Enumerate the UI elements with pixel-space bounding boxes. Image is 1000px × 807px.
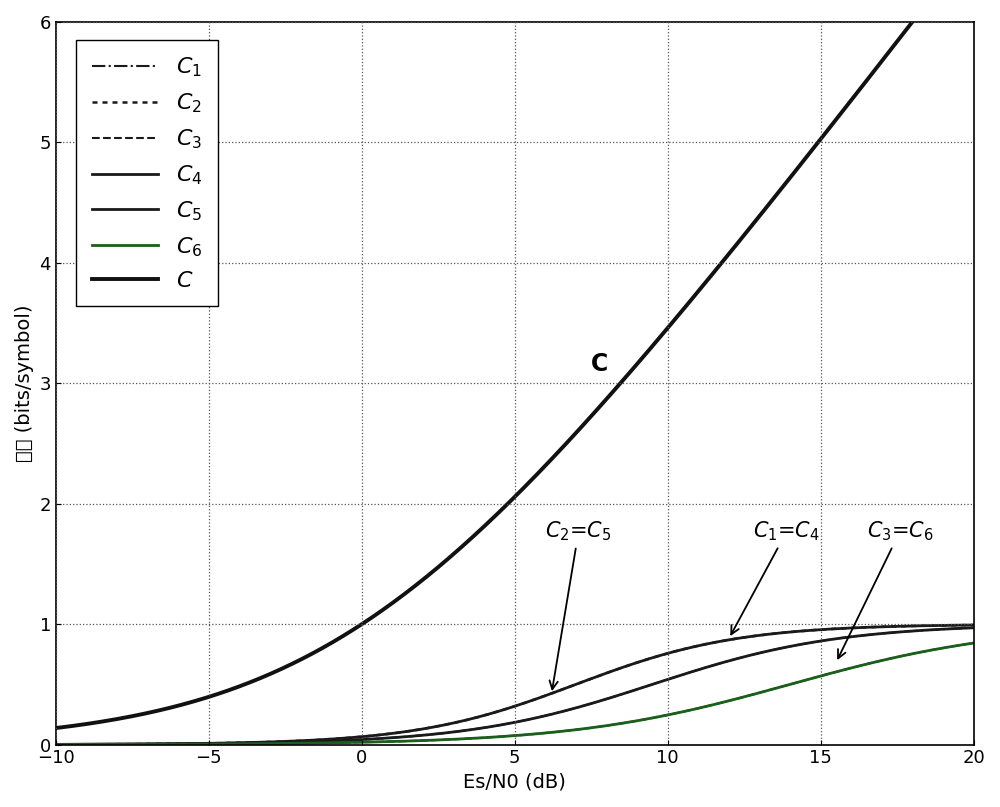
$C_6$ <box>968 638 980 648</box>
$C_3$ <box>782 680 794 690</box>
$C_5$ <box>50 739 62 749</box>
$C_1$ <box>968 623 980 633</box>
$C_5$ <box>968 620 980 629</box>
$C_6$ <box>421 735 433 745</box>
$C_5$ <box>766 629 778 639</box>
$C_2$ <box>144 739 156 749</box>
$C$ <box>421 571 433 581</box>
$C_6$ <box>50 739 62 749</box>
Line: $C_1$: $C_1$ <box>56 628 974 744</box>
$C_3$ <box>680 706 692 716</box>
$C_2$ <box>782 627 794 637</box>
$C_1$ <box>144 739 156 749</box>
X-axis label: Es/N0 (dB): Es/N0 (dB) <box>463 773 566 792</box>
$C_4$ <box>50 739 62 749</box>
$C_2$ <box>680 644 692 654</box>
$C_1$ <box>782 642 794 651</box>
$C_3$ <box>50 739 62 749</box>
$C_1$ <box>50 739 62 749</box>
$C_5$ <box>454 717 466 726</box>
$C$ <box>454 543 466 553</box>
$C_2$ <box>968 620 980 629</box>
$C_4$ <box>968 623 980 633</box>
$C_6$ <box>680 706 692 716</box>
$C_4$ <box>454 726 466 736</box>
$C$ <box>50 723 62 733</box>
Line: $C_4$: $C_4$ <box>56 628 974 744</box>
$C_6$ <box>782 680 794 690</box>
$C_1$ <box>454 726 466 736</box>
$C_6$ <box>144 739 156 749</box>
Line: $C_5$: $C_5$ <box>56 625 974 744</box>
$C_5$ <box>782 627 794 637</box>
$C$ <box>766 196 778 206</box>
Legend: $C_1$, $C_2$, $C_3$, $C_4$, $C_5$, $C_6$, $C$: $C_1$, $C_2$, $C_3$, $C_4$, $C_5$, $C_6$… <box>76 40 218 307</box>
Text: $C_2$=$C_5$: $C_2$=$C_5$ <box>545 520 612 689</box>
$C_2$ <box>50 739 62 749</box>
$C_4$ <box>782 642 794 651</box>
$C_4$ <box>766 646 778 655</box>
$C$ <box>680 301 692 311</box>
$C_1$ <box>680 669 692 679</box>
Line: $C_3$: $C_3$ <box>56 643 974 744</box>
$C_6$ <box>766 684 778 694</box>
Text: $C_3$=$C_6$: $C_3$=$C_6$ <box>838 520 933 659</box>
$C_2$ <box>766 629 778 639</box>
$C_5$ <box>680 644 692 654</box>
Line: $C$: $C$ <box>56 0 974 728</box>
$C_3$ <box>968 638 980 648</box>
$C_3$ <box>421 735 433 745</box>
$C_2$ <box>421 723 433 733</box>
$C_5$ <box>144 739 156 749</box>
Line: $C_2$: $C_2$ <box>56 625 974 744</box>
$C_4$ <box>144 739 156 749</box>
$C_2$ <box>454 717 466 726</box>
$C$ <box>782 175 794 185</box>
$C_5$ <box>421 723 433 733</box>
Text: C: C <box>591 352 608 376</box>
$C_3$ <box>454 734 466 744</box>
$C_3$ <box>766 684 778 694</box>
Text: $C_1$=$C_4$: $C_1$=$C_4$ <box>731 520 820 634</box>
$C_1$ <box>766 646 778 655</box>
Line: $C_6$: $C_6$ <box>56 643 974 744</box>
$C_4$ <box>421 730 433 740</box>
$C_6$ <box>454 734 466 744</box>
$C_1$ <box>421 730 433 740</box>
Y-axis label: 容量 (bits/symbol): 容量 (bits/symbol) <box>15 304 34 462</box>
$C_4$ <box>680 669 692 679</box>
$C$ <box>144 708 156 717</box>
$C_3$ <box>144 739 156 749</box>
